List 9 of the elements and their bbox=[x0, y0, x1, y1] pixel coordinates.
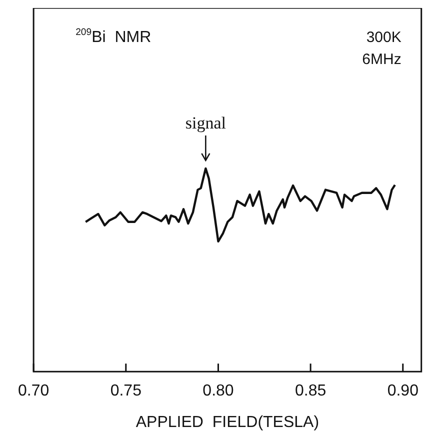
x-tick-label: 0.80 bbox=[202, 382, 234, 400]
annotation: signal bbox=[185, 113, 226, 132]
x-axis-title: APPLIED FIELD(TESLA) bbox=[136, 414, 320, 431]
x-tick-label: 0.85 bbox=[294, 382, 326, 400]
x-tick-label: 0.90 bbox=[387, 382, 419, 400]
x-tick-label: 0.75 bbox=[110, 382, 142, 400]
text: 300K bbox=[366, 29, 402, 46]
x-tick-label: 0.70 bbox=[18, 382, 50, 400]
text: 6MHz bbox=[362, 51, 402, 68]
